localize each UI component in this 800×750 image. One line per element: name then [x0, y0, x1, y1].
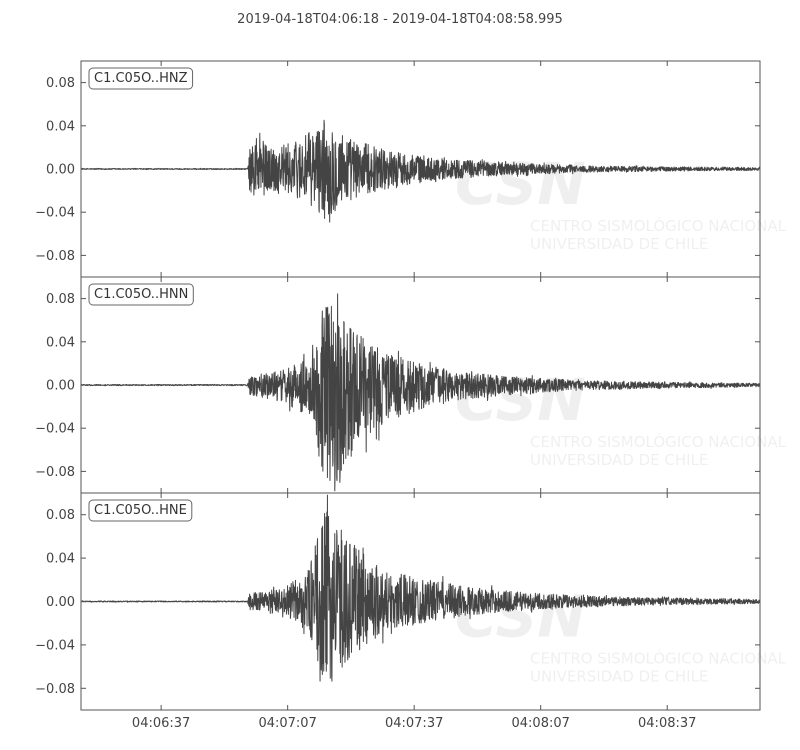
watermark-logo: CSN	[455, 150, 586, 218]
channel-label: C1.C05O..HNZ	[88, 67, 194, 90]
seismic-trace	[80, 119, 761, 223]
channel-label-box	[88, 67, 194, 90]
watermark-line2: UNIVERSIDAD DE CHILE	[530, 451, 708, 469]
x-tick-label: 04:07:07	[258, 716, 316, 731]
channel-label-text: C1.C05O..HNN	[94, 287, 188, 302]
y-tick-label: 0.00	[46, 595, 75, 610]
seismic-trace	[80, 494, 761, 682]
channel-label-text: C1.C05O..HNE	[94, 503, 187, 518]
x-tick-label: 04:08:07	[512, 716, 570, 731]
chart-title: 2019-04-18T04:06:18 - 2019-04-18T04:08:5…	[237, 12, 563, 27]
channel-label-text: C1.C05O..HNZ	[94, 71, 188, 86]
y-tick-label: 0.08	[46, 508, 75, 523]
watermark-logo: CSN	[455, 366, 586, 434]
y-tick-label: 0.08	[46, 292, 75, 307]
x-tick-label: 04:08:37	[638, 716, 696, 731]
channel-label-box	[88, 499, 193, 522]
watermark-line1: CENTRO SISMOLÓGICO NACIONAL	[530, 649, 787, 668]
x-tick-label: 04:06:37	[132, 716, 190, 731]
watermark-line2: UNIVERSIDAD DE CHILE	[530, 235, 708, 253]
y-tick-label: 0.04	[46, 119, 75, 134]
y-tick-label: −0.08	[35, 249, 75, 264]
y-tick-label: −0.04	[35, 638, 75, 653]
channel-label: C1.C05O..HNE	[88, 499, 193, 522]
watermark-line1: CENTRO SISMOLÓGICO NACIONAL	[530, 432, 787, 451]
x-tick-label: 04:07:37	[385, 716, 443, 731]
channel-label-box	[88, 283, 194, 306]
y-tick-label: 0.04	[46, 335, 75, 350]
seismic-trace	[80, 293, 761, 492]
y-tick-label: 0.08	[46, 76, 75, 91]
y-tick-label: 0.00	[46, 163, 75, 178]
y-tick-label: −0.08	[35, 682, 75, 697]
y-tick-label: −0.08	[35, 465, 75, 480]
watermark-line1: CENTRO SISMOLÓGICO NACIONAL	[530, 216, 787, 235]
y-tick-label: −0.04	[35, 206, 75, 221]
y-tick-label: 0.00	[46, 379, 75, 394]
channel-label: C1.C05O..HNN	[88, 283, 194, 306]
watermark-line2: UNIVERSIDAD DE CHILE	[530, 668, 708, 686]
y-tick-label: 0.04	[46, 552, 75, 567]
y-tick-label: −0.04	[35, 422, 75, 437]
